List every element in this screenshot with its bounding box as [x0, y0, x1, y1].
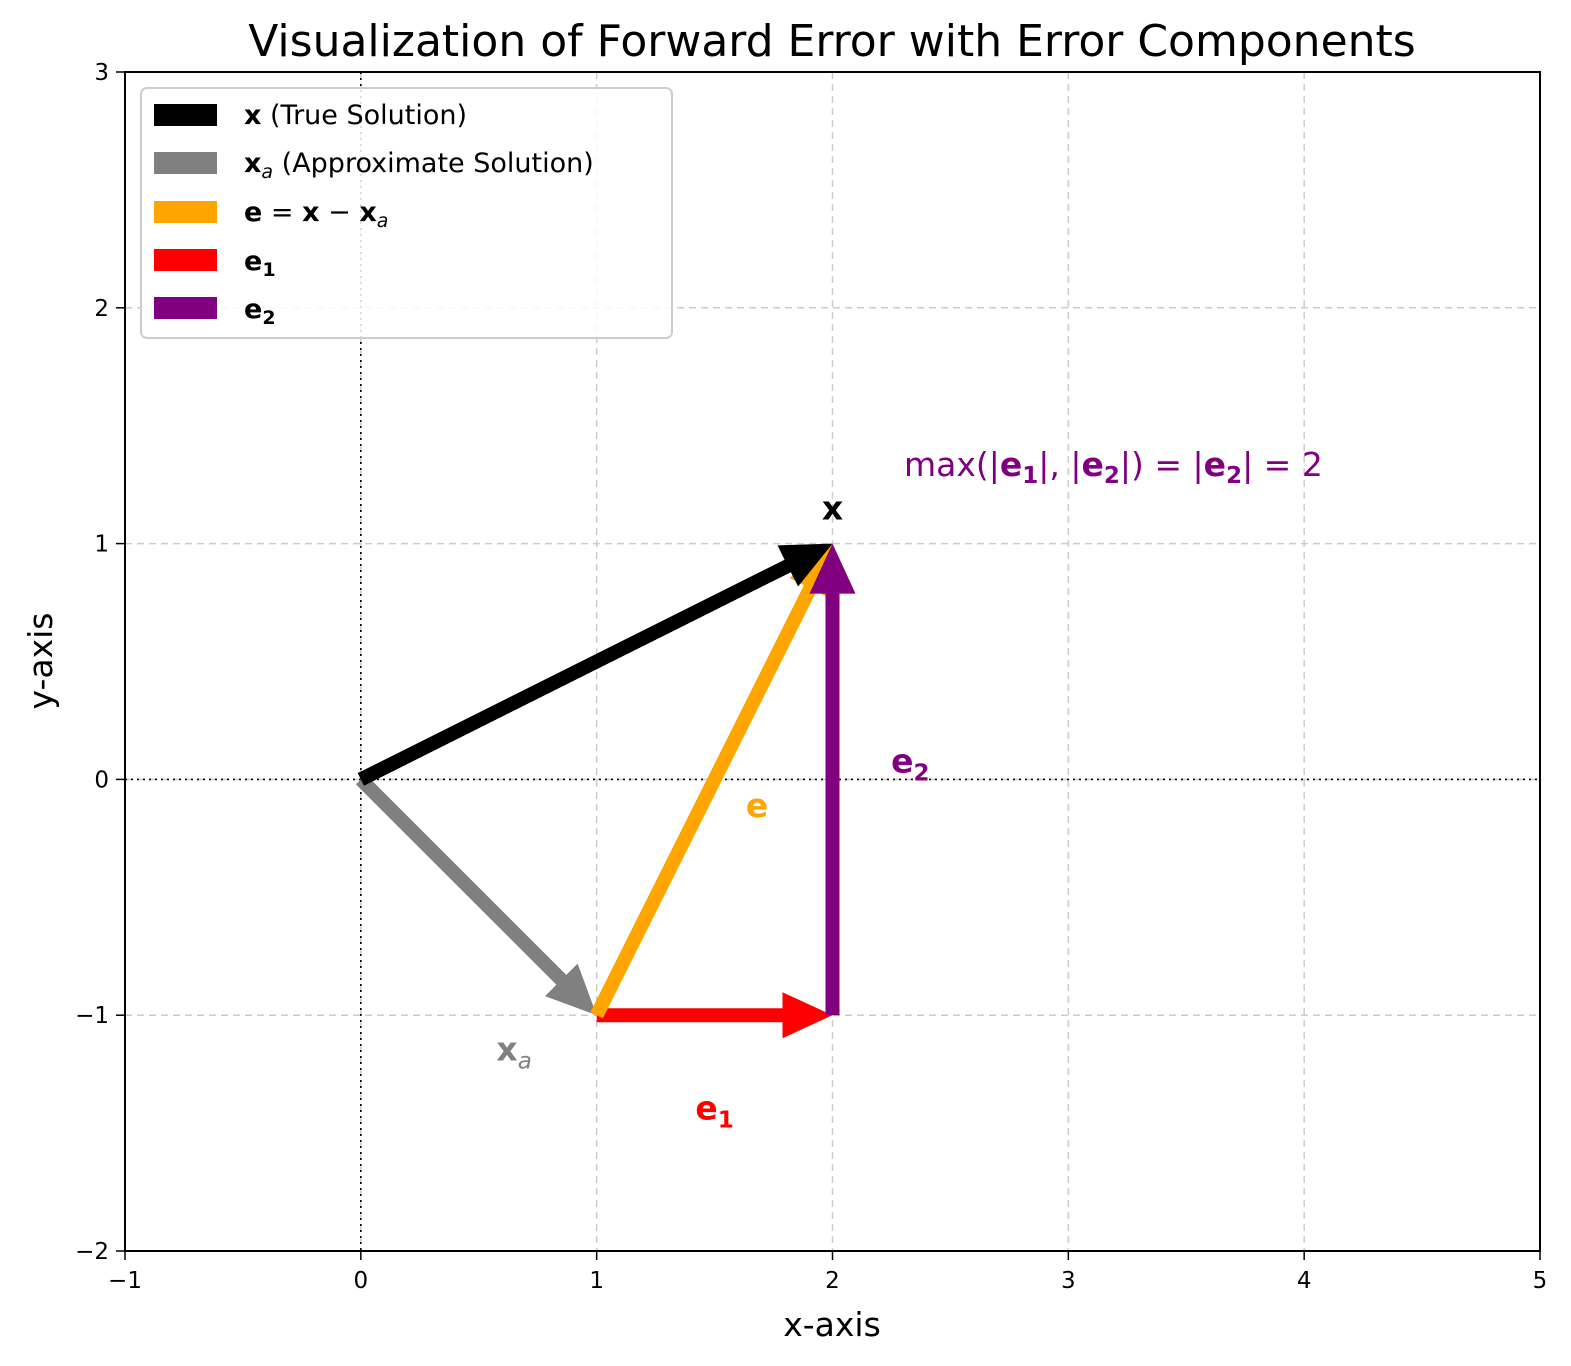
- zero-lines: [125, 72, 1540, 1251]
- legend-swatch-e: [154, 201, 217, 223]
- legend-swatch-xa: [154, 152, 217, 174]
- legend-label-xa: xa (Approximate Solution): [244, 148, 594, 183]
- x-axis-ticks: −1 0 1 2 3 4 5: [108, 1251, 1547, 1294]
- y-tick-label: 0: [94, 767, 109, 793]
- legend-swatch-e1: [154, 249, 217, 271]
- chart-title: Visualization of Forward Error with Erro…: [248, 16, 1415, 67]
- vectors: [355, 543, 856, 1039]
- vector-labels: x xa e e1 e2: [496, 489, 929, 1134]
- y-tick-label: 2: [94, 296, 109, 322]
- legend-swatch-x: [154, 104, 217, 126]
- x-tick-label: 2: [825, 1268, 840, 1294]
- x-axis-label: x-axis: [783, 1305, 881, 1344]
- legend-entries: x (True Solution) xa (Approximate Soluti…: [154, 100, 594, 329]
- legend-label-e1: e1: [244, 246, 276, 281]
- legend-swatch-e2: [154, 297, 217, 319]
- legend-box: [140, 87, 673, 339]
- legend-label-e: e = x − xa: [244, 197, 388, 232]
- vector-label-e: e: [746, 786, 768, 825]
- vector-e2-arrow: [809, 543, 856, 1016]
- max-error-annotation: max(|e1|, |e2|) = |e2| = 2: [904, 445, 1323, 489]
- vector-e1-arrow: [596, 992, 833, 1039]
- legend: x (True Solution) xa (Approximate Soluti…: [140, 87, 673, 339]
- x-tick-label: 1: [589, 1268, 604, 1294]
- vector-label-e1: e1: [695, 1089, 733, 1134]
- vector-xa-arrow: [355, 774, 597, 1016]
- y-tick-label: 1: [94, 532, 109, 558]
- x-tick-label: 0: [354, 1268, 369, 1294]
- legend-label-x: x (True Solution): [244, 100, 467, 131]
- vector-x-arrow: [357, 543, 833, 786]
- x-tick-label: 5: [1533, 1268, 1548, 1294]
- y-axis-ticks: −2 −1 0 1 2 3: [75, 60, 125, 1265]
- x-tick-label: −1: [108, 1268, 142, 1294]
- vector-label-xa: xa: [496, 1030, 531, 1075]
- y-tick-label: −1: [75, 1003, 109, 1029]
- vector-label-e2: e2: [891, 741, 929, 786]
- y-axis-label: y-axis: [21, 613, 60, 710]
- legend-label-e2: e2: [244, 294, 276, 329]
- vector-e-arrow: [590, 543, 833, 1019]
- vector-label-x: x: [822, 489, 843, 528]
- y-tick-label: 3: [94, 60, 109, 86]
- x-tick-label: 3: [1061, 1268, 1076, 1294]
- x-tick-label: 4: [1297, 1268, 1312, 1294]
- y-tick-label: −2: [75, 1239, 109, 1265]
